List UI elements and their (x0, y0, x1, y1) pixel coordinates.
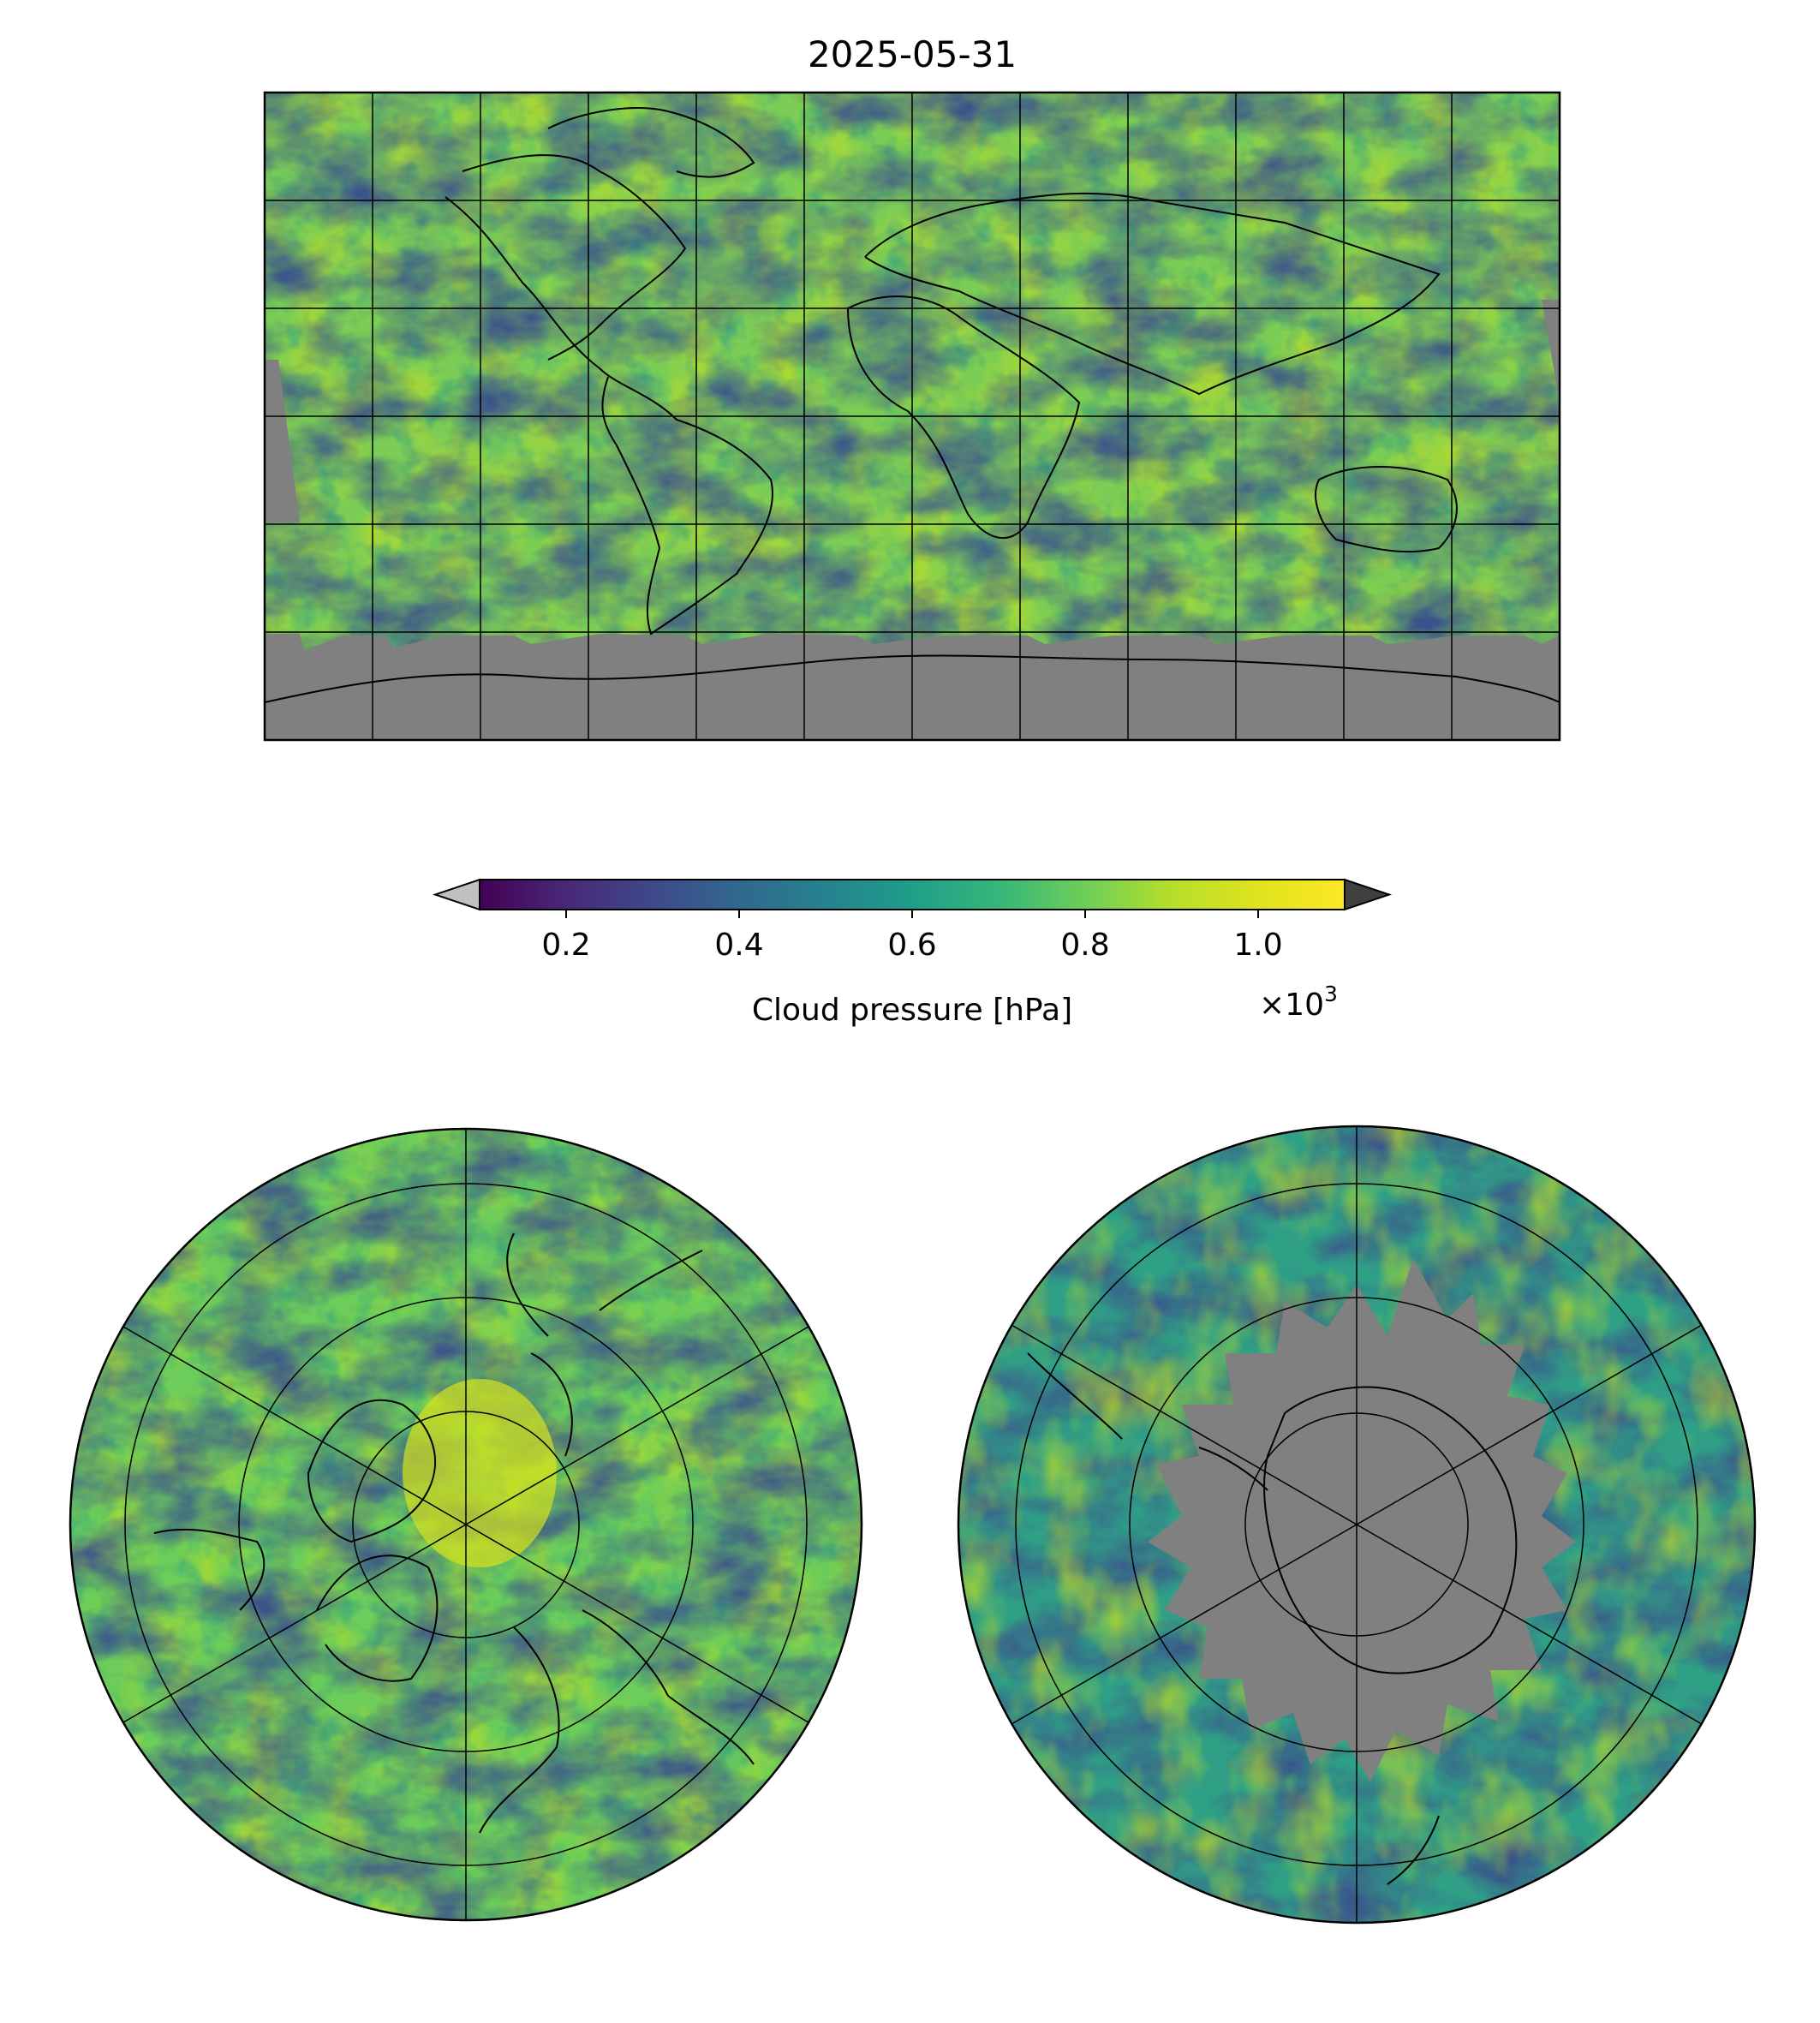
south-nodata-region (1148, 1259, 1576, 1781)
colorbar-ticks: 0.2 0.4 0.6 0.8 1.0 (541, 910, 1283, 963)
colorbar-tick-label: 0.8 (1060, 928, 1109, 963)
south-map-frame (957, 1125, 1757, 1925)
figure-title: 2025-05-31 (808, 33, 1017, 75)
colorbar-under-extension (432, 878, 480, 911)
global-gridlines (265, 92, 1560, 740)
north-coastlines (153, 1232, 755, 1834)
colorbar-tick-label: 0.6 (887, 928, 936, 963)
colorbar-gradient (480, 880, 1345, 910)
global-map (263, 91, 1561, 742)
colorbar: 0.2 0.4 0.6 0.8 1.0 Cloud pressure [hPa] ×10… (432, 878, 1393, 1028)
colorbar-label: Cloud pressure [hPa] (752, 993, 1072, 1028)
colorbar-offset-text: ×103 (1259, 982, 1338, 1023)
north-gridlines (122, 1129, 809, 1920)
north-map-frame (69, 1127, 863, 1922)
coastlines (265, 107, 1560, 703)
north-polar-map (69, 1127, 863, 1922)
colorbar-tick-label: 0.2 (541, 928, 590, 963)
south-gridlines (1011, 1126, 1703, 1923)
colorbar-over-extension (1344, 878, 1393, 911)
colorbar-offset-base: ×10 (1259, 988, 1324, 1023)
colorbar-offset-exponent: 3 (1324, 982, 1338, 1006)
colorbar-tick-label: 1.0 (1233, 928, 1282, 963)
south-polar-map (957, 1125, 1757, 1925)
global-map-frame (263, 91, 1561, 742)
colorbar-tick-label: 0.4 (714, 928, 763, 963)
south-coastlines (1027, 1352, 1518, 1885)
